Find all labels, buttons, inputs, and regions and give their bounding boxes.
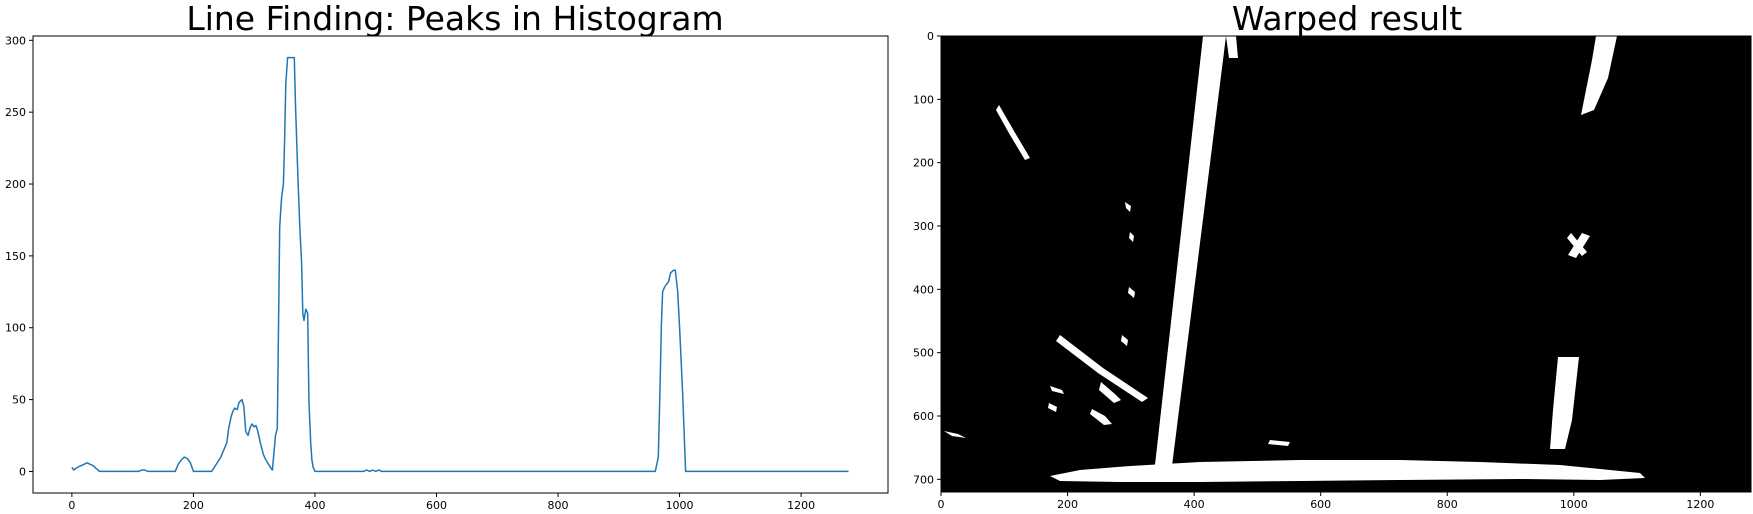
histogram-y-tick-label: 0 (19, 465, 26, 478)
bottom-noise-band (1050, 460, 1645, 482)
histogram-x-tick-label: 800 (548, 499, 569, 512)
histogram-y-tick-label: 300 (5, 34, 26, 47)
warped-y-tick-label: 0 (927, 30, 934, 43)
left-dot-a (1125, 202, 1131, 212)
histogram-chart: Line Finding: Peaks in Histogram 0 200 400… (5, 0, 889, 512)
histogram-title: Line Finding: Peaks in Histogram (186, 0, 723, 38)
histogram-y-tick-label: 200 (5, 178, 26, 191)
warped-x-tick-label: 800 (1437, 498, 1458, 511)
histogram-plot-frame (32, 35, 889, 494)
warped-x-tick-label: 1000 (1560, 498, 1588, 511)
left-streak-small-b (1090, 409, 1112, 425)
histogram-y-tick-label: 150 (5, 250, 26, 263)
left-streak-small-c (1050, 386, 1064, 394)
warped-y-tick-label: 700 (913, 473, 934, 486)
histogram-y-tick-label: 100 (5, 322, 26, 335)
left-lane-line (1154, 36, 1226, 474)
left-edge-streak (944, 431, 966, 438)
left-streak-small-d (1048, 403, 1057, 412)
warped-plot-frame (940, 35, 1752, 493)
histogram-y-tick-label: 250 (5, 106, 26, 119)
histogram-x-tick-label: 600 (426, 499, 447, 512)
histogram-x-tick-label: 1000 (666, 499, 694, 512)
warped-ticks: 0 200 400 600 800 1000 1200 0 100 200 300 400 500 600… (913, 30, 1714, 511)
warped-x-tick-label: 200 (1057, 498, 1078, 511)
histogram-plot-area (33, 36, 888, 493)
warped-image-background (941, 36, 1751, 492)
warped-image-chart: Warped result (913, 0, 1752, 511)
left-dot-b (1129, 232, 1134, 242)
right-lane-bottom-segment (1550, 357, 1579, 449)
histogram-series-line (71, 56, 849, 473)
warped-x-tick-label: 400 (1184, 498, 1205, 511)
histogram-y-tick-label: 50 (12, 394, 26, 407)
left-dot-c (1128, 287, 1135, 298)
warped-y-tick-label: 400 (913, 283, 934, 296)
histogram-ticks: 0 200 400 600 800 1000 1200 0 50 100 150 200 250 300 (5, 34, 815, 512)
right-lane-top-segment (1581, 36, 1617, 115)
warped-y-tick-label: 500 (913, 347, 934, 360)
histogram-x-tick-label: 0 (68, 499, 75, 512)
histogram-x-tick-label: 200 (183, 499, 204, 512)
warped-y-tick-label: 100 (913, 93, 934, 106)
left-lane-fragment (1226, 36, 1238, 58)
warped-y-tick-label: 300 (913, 220, 934, 233)
warped-title: Warped result (1232, 0, 1462, 38)
warped-y-tick-label: 600 (913, 410, 934, 423)
bottom-noise-dot (1268, 440, 1290, 446)
histogram-x-tick-label: 400 (304, 499, 325, 512)
left-streak-small-a (1099, 382, 1121, 403)
warped-lane-pixels (944, 36, 1645, 482)
warped-y-tick-label: 200 (913, 157, 934, 170)
left-streak-middle (1056, 335, 1148, 402)
warped-x-tick-label: 600 (1310, 498, 1331, 511)
histogram-x-tick-label: 1200 (787, 499, 815, 512)
warped-x-tick-label: 0 (938, 498, 945, 511)
left-dot-d (1121, 335, 1128, 346)
warped-x-tick-label: 1200 (1686, 498, 1714, 511)
right-x-feature-b (1567, 233, 1587, 256)
left-streak-upper (996, 105, 1030, 160)
